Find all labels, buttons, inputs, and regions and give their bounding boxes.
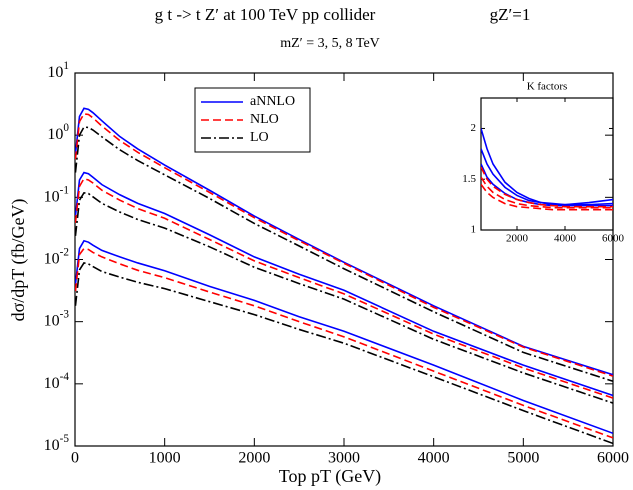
chart-subtitle: mZ′ = 3, 5, 8 TeV [280,36,380,51]
x-tick-label: 6000 [597,449,629,466]
curve [481,163,613,207]
x-tick-label: 4000 [554,232,577,244]
coupling-label: gZ′=1 [490,5,531,24]
legend-label: aNNLO [250,94,295,109]
y-tick-label: 10-1 [44,184,69,205]
y-tick-label: 10-4 [44,370,70,391]
y-tick-label: 10-3 [44,308,70,329]
curve [481,148,613,206]
x-tick-label: 2000 [238,449,270,466]
curve [75,171,613,397]
x-tick-label: 2000 [506,232,529,244]
inset-title: K factors [527,81,568,93]
curve [75,126,613,383]
x-tick-label: 5000 [507,449,539,466]
y-tick-label: 2 [471,122,477,134]
legend-label: NLO [250,112,279,127]
y-axis-label: dσ/dpT (fb/GeV) [8,199,29,322]
curve [481,176,613,209]
y-tick-label: 10-2 [44,246,69,267]
curve [75,247,613,439]
curve [481,166,613,208]
chart-title: g t -> t Z′ at 100 TeV pp collider [155,5,376,24]
legend-label: LO [250,130,269,145]
curve [75,239,613,435]
curve [481,183,613,211]
x-tick-label: 4000 [418,449,450,466]
y-tick-label: 1.5 [462,173,476,185]
y-tick-label: 100 [47,122,69,143]
curve [481,128,613,206]
curve [75,262,613,445]
y-tick-label: 1 [471,224,477,236]
x-tick-label: 1000 [149,449,181,466]
x-axis-label: Top pT (GeV) [279,466,381,487]
y-tick-label: 10-5 [44,433,70,454]
x-tick-label: 3000 [328,449,360,466]
curve [75,113,613,377]
y-tick-label: 101 [47,60,69,81]
curve [75,107,613,376]
curve [75,177,613,399]
x-tick-label: 6000 [602,232,625,244]
x-tick-label: 0 [71,449,79,466]
plot-frame [74,72,614,447]
